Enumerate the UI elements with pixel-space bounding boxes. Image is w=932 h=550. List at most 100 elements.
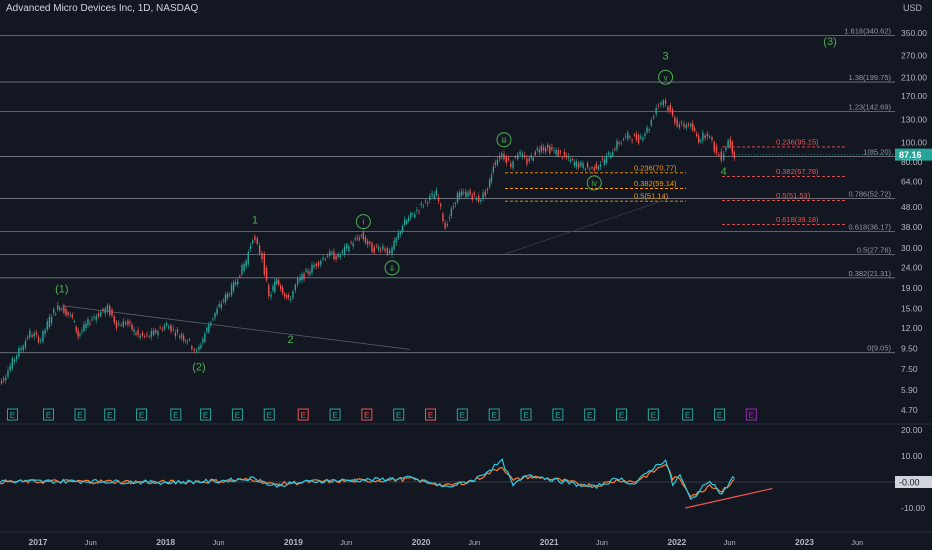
price-candle — [514, 156, 517, 158]
price-candle — [446, 224, 449, 226]
earnings-marker — [231, 408, 243, 421]
price-candle — [322, 257, 324, 260]
price-candle — [384, 248, 386, 251]
symbol-title[interactable]: Advanced Micro Devices Inc, 1D, NASDAQ — [6, 3, 199, 14]
price-candle — [399, 231, 402, 235]
price-candle — [157, 331, 159, 336]
price-candle — [141, 332, 144, 336]
price-candle — [178, 336, 181, 338]
price-candle — [77, 330, 79, 337]
price-candle — [337, 253, 339, 258]
earnings-marker-label: E — [235, 411, 240, 420]
price-candle — [148, 336, 150, 338]
price-candle — [7, 370, 9, 377]
price-candle — [33, 333, 35, 337]
earnings-marker-label: E — [203, 411, 208, 420]
price-candle — [13, 359, 16, 362]
price-candle — [83, 324, 85, 331]
y-axis-tick-label: 12.00 — [901, 323, 923, 333]
price-candle — [186, 341, 189, 343]
trend-lines — [61, 199, 666, 350]
price-candle — [704, 135, 706, 139]
price-candle — [245, 260, 247, 267]
price-candle — [299, 277, 301, 281]
time-axis[interactable]: 2017 Jun 2018 Jun 2019 Jun 2020 Jun 2021 Jun 2022 J… — [0, 531, 932, 547]
fib-orange-label: 0.5(51.14) — [634, 192, 669, 201]
price-candle — [540, 145, 543, 152]
price-candle — [536, 148, 539, 150]
price-candle — [358, 238, 360, 240]
price-candle — [53, 308, 55, 313]
indicator-line — [0, 458, 735, 501]
price-candle — [305, 269, 307, 272]
wave-label-circle — [384, 260, 400, 276]
price-candle — [234, 282, 237, 285]
y-axis-tick-label: 80.00 — [901, 157, 923, 167]
price-candle — [174, 332, 177, 337]
earnings-marker — [456, 408, 468, 421]
price-candle — [667, 106, 669, 112]
price-candle — [124, 322, 127, 325]
price-candle — [100, 312, 102, 317]
fib-level-label: 0.618(36.17) — [848, 223, 891, 232]
price-candle — [492, 166, 495, 172]
price-candle — [530, 155, 532, 159]
fib-level-label: 0.786(52.72) — [848, 190, 891, 199]
price-candle — [708, 136, 711, 137]
price-candle — [655, 107, 657, 115]
fib-red-label: 0.382(67.78) — [776, 167, 819, 176]
price-candle — [490, 174, 493, 182]
earnings-marker — [42, 408, 54, 421]
price-candle — [569, 159, 572, 162]
price-candle — [5, 377, 7, 381]
price-candle — [523, 155, 526, 157]
price-candle — [122, 321, 125, 327]
price-candle — [55, 313, 57, 315]
price-candle — [471, 195, 473, 200]
price-candle — [547, 144, 549, 149]
price-candle — [93, 316, 95, 318]
price-candle — [669, 105, 671, 112]
fib-red-label: 0.5(51.53) — [776, 191, 811, 200]
price-candle — [281, 287, 284, 294]
wave-label: 3 — [663, 50, 669, 62]
price-candle — [557, 150, 559, 156]
price-candle — [216, 308, 218, 315]
price-candle — [184, 340, 187, 342]
price-candle — [333, 251, 335, 260]
earnings-marker-label: E — [139, 411, 144, 420]
price-candle — [220, 303, 223, 309]
price-candle — [258, 245, 261, 254]
price-candle — [200, 345, 202, 349]
price-candle — [276, 279, 278, 284]
price-candle — [133, 329, 135, 332]
price-candle — [89, 323, 91, 325]
earnings-marker — [329, 408, 341, 421]
price-candle — [505, 156, 507, 163]
price-candle — [210, 322, 212, 326]
price-candle — [87, 319, 89, 326]
price-candle — [458, 192, 461, 198]
price-candle — [218, 304, 220, 307]
time-axis-label: 2023 — [795, 537, 814, 547]
earnings-marker — [74, 408, 86, 421]
price-candle — [150, 331, 153, 337]
wave-label: 1 — [252, 215, 258, 227]
price-candle — [484, 191, 486, 196]
price-candle — [517, 154, 519, 160]
price-candle — [247, 251, 249, 265]
price-candle — [614, 149, 616, 150]
price-candle — [597, 166, 600, 170]
y-axis-tick-label: 5.90 — [901, 385, 918, 395]
price-candle — [170, 325, 172, 332]
price-candle — [528, 158, 530, 161]
price-axis[interactable]: 350.00 270.00 210.00 170.00 130.00 100.00 80.0… — [901, 28, 927, 415]
price-candle — [386, 247, 389, 255]
earnings-marker — [104, 408, 116, 421]
price-candle — [660, 102, 662, 105]
price-candle — [287, 294, 290, 298]
price-candle — [44, 329, 46, 334]
wave-label-circle — [586, 175, 602, 191]
